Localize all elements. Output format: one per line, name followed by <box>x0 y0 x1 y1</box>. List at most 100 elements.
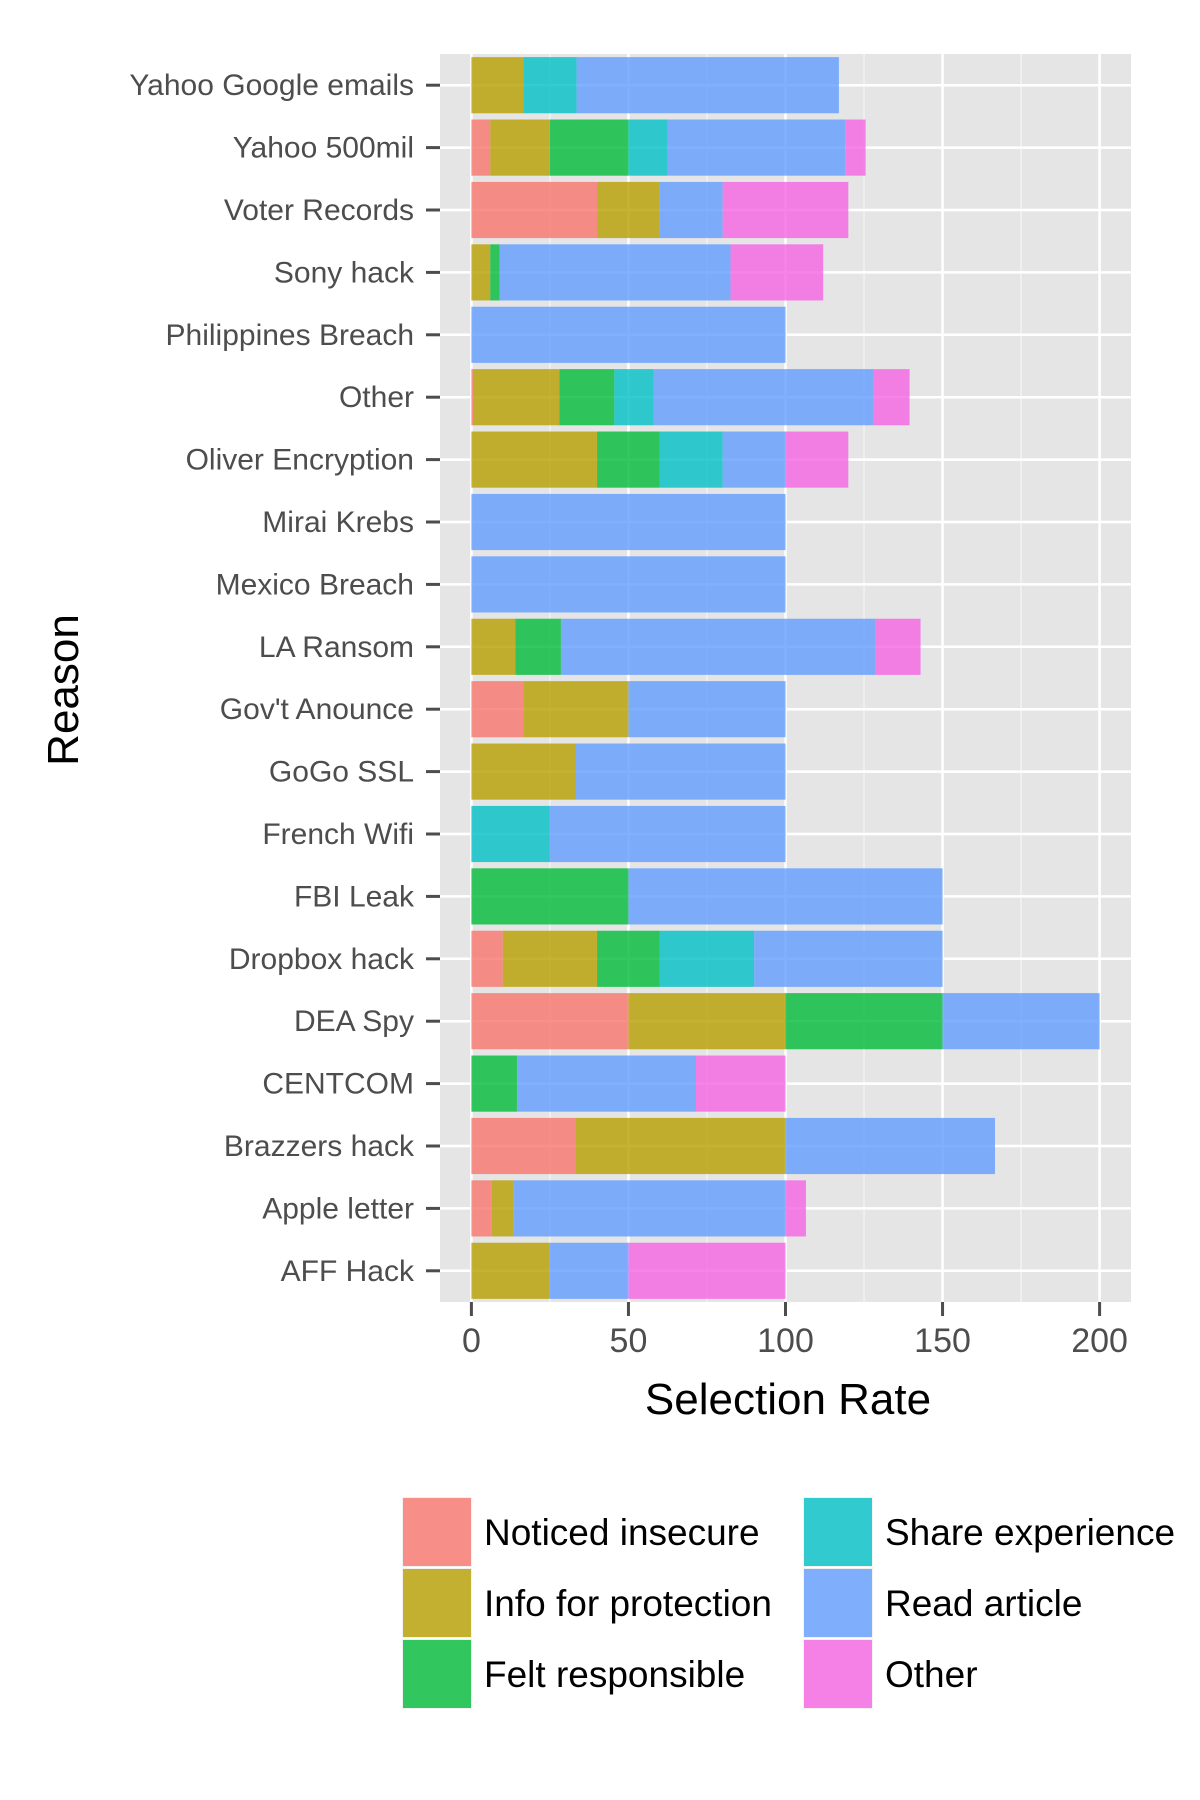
y-tick-label: French Wifi <box>262 818 414 851</box>
x-tick-label: 200 <box>1071 1322 1128 1360</box>
y-axis-title: Reason <box>39 614 88 766</box>
bar-segment <box>471 119 491 176</box>
bar-segment <box>873 369 910 426</box>
bar-segment <box>491 1180 514 1237</box>
y-tick-label: LA Ransom <box>259 631 414 664</box>
bar-segment <box>471 306 786 363</box>
bar-segment <box>597 431 660 488</box>
bar-segment <box>471 618 516 675</box>
bar-segment <box>549 119 629 176</box>
x-tick-label: 150 <box>914 1322 971 1360</box>
x-tick-label: 0 <box>462 1322 481 1360</box>
y-tick-label: Apple letter <box>262 1192 414 1225</box>
bar-segment <box>942 993 1100 1050</box>
bar-segment <box>471 1117 577 1175</box>
bar-segment <box>667 119 846 176</box>
y-tick-label: Oliver Encryption <box>186 444 414 477</box>
bar-segment <box>490 244 500 301</box>
bar-segment <box>499 244 731 301</box>
legend-swatch <box>403 1498 471 1566</box>
bar-segment <box>659 181 723 239</box>
bar-segment <box>471 743 577 800</box>
y-tick-label: FBI Leak <box>294 880 415 913</box>
legend-label: Info for protection <box>484 1583 772 1624</box>
y-tick-label: Philippines Breach <box>166 319 414 352</box>
y-tick-label: Voter Records <box>224 194 414 227</box>
bar-segment <box>628 868 943 925</box>
bar-segment <box>785 1180 806 1237</box>
bar-segment <box>472 369 560 426</box>
bar-segment <box>516 1055 696 1112</box>
bar-segment <box>875 618 921 675</box>
bar-segment <box>471 868 629 925</box>
bar-segment <box>471 431 598 488</box>
y-tick-label: Brazzers hack <box>224 1130 415 1163</box>
bar-segment <box>576 1117 786 1175</box>
bar-segment <box>785 431 849 488</box>
y-tick-label: Mexico Breach <box>216 568 414 601</box>
bar-segment <box>471 1242 550 1299</box>
bar-segment <box>628 1242 786 1299</box>
bar-segment <box>523 57 577 114</box>
bar-segment <box>471 1055 517 1112</box>
bar-segment <box>471 930 503 987</box>
y-tick-label: Other <box>339 381 414 414</box>
bar-segment <box>722 181 849 239</box>
y-axis: Yahoo Google emails Yahoo 500mil Voter Rec… <box>129 69 440 1288</box>
legend-label: Noticed insecure <box>484 1512 760 1553</box>
bar-segment <box>471 493 786 551</box>
bar-segment <box>576 57 839 114</box>
legend-swatch <box>403 1640 471 1708</box>
bar-segment <box>597 181 660 239</box>
x-tick-label: 50 <box>610 1322 648 1360</box>
y-tick-label: DEA Spy <box>294 1005 414 1038</box>
bar-segment <box>502 930 598 987</box>
bar-segment <box>628 681 786 738</box>
bar-segment <box>614 369 654 426</box>
legend: Noticed insecure Info for protection Felt … <box>402 1497 1175 1709</box>
x-axis-title: Selection Rate <box>645 1375 931 1424</box>
y-tick-label: Yahoo 500mil <box>233 132 414 165</box>
bar-segment <box>515 618 561 675</box>
bar-segment <box>471 805 550 863</box>
bar-segment <box>513 1180 786 1237</box>
bar-segment <box>695 1055 786 1112</box>
bar-segment <box>471 993 629 1050</box>
bar-segment <box>471 1180 492 1237</box>
bar-segment <box>754 930 943 987</box>
bar-segment <box>490 119 550 176</box>
bar-segment <box>785 1117 995 1175</box>
y-tick-label: AFF Hack <box>281 1255 415 1288</box>
bar-segment <box>628 993 786 1050</box>
x-tick-label: 100 <box>757 1322 814 1360</box>
bar-segment <box>722 431 786 488</box>
bar-segment <box>471 244 491 301</box>
bar-segment <box>653 369 874 426</box>
bar-segment <box>471 369 473 426</box>
bar-segment <box>659 431 723 488</box>
y-tick-label: Gov't Anounce <box>220 693 414 726</box>
bar-segment <box>597 930 660 987</box>
y-tick-label: CENTCOM <box>262 1068 414 1101</box>
bar-segment <box>471 57 524 114</box>
legend-swatch <box>804 1498 872 1566</box>
bar-segment <box>559 369 615 426</box>
bar-segment <box>523 681 629 738</box>
bars <box>471 57 1100 1299</box>
bar-segment <box>471 181 598 239</box>
bar-segment <box>659 930 755 987</box>
legend-swatch <box>804 1640 872 1708</box>
legend-label: Read article <box>885 1583 1082 1624</box>
legend-swatch <box>804 1569 872 1637</box>
y-tick-label: Mirai Krebs <box>262 506 414 539</box>
y-tick-label: Dropbox hack <box>229 943 415 976</box>
legend-label: Other <box>885 1654 978 1695</box>
bar-segment <box>560 618 876 675</box>
bar-segment <box>785 993 943 1050</box>
legend-label: Share experience <box>885 1512 1175 1553</box>
y-tick-label: GoGo SSL <box>269 756 414 789</box>
legend-label: Felt responsible <box>484 1654 745 1695</box>
x-axis: 0 50 100 150 200 <box>462 1302 1128 1360</box>
bar-segment <box>471 681 524 738</box>
legend-swatch <box>403 1569 471 1637</box>
